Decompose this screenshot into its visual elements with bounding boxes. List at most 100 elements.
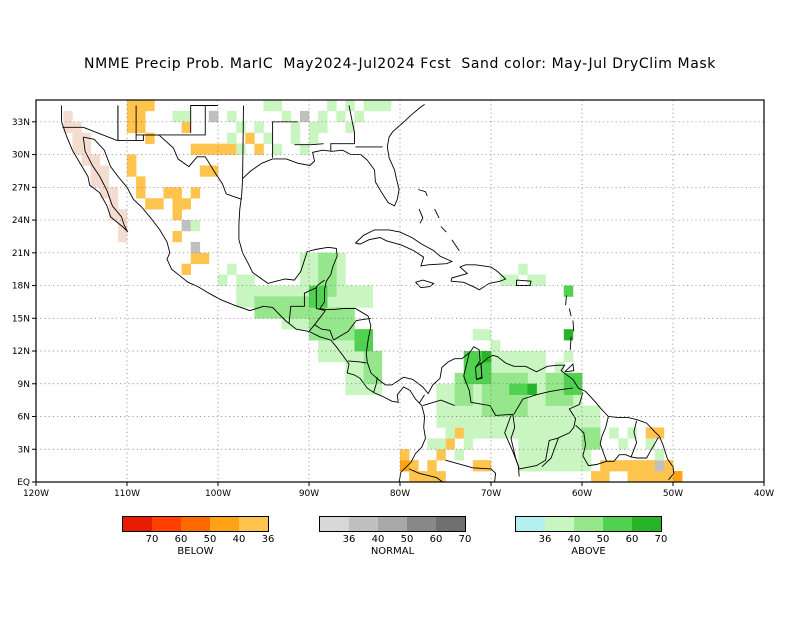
above-cell — [354, 329, 364, 341]
above-cell — [572, 427, 583, 439]
above-cell — [509, 383, 519, 395]
above-cell — [336, 110, 346, 123]
legend-above-ticks: 36 40 50 60 70 — [515, 532, 668, 546]
below-cell — [636, 471, 646, 482]
above-cell — [572, 405, 583, 417]
longitude-axis: 120W 110W 100W 90W 80W 70W 60W 50W 40W — [23, 482, 774, 499]
above-cell — [572, 372, 583, 385]
dry-mask-cell — [81, 143, 91, 155]
latitude-tick-label: 24N — [12, 216, 30, 226]
above-cell — [363, 361, 373, 374]
above-cell — [518, 351, 528, 363]
coastline-segment — [599, 416, 609, 462]
below-cell — [645, 460, 656, 472]
coastline-segment — [83, 136, 426, 482]
above-cell — [354, 340, 364, 352]
below-cell — [199, 252, 210, 265]
above-cell — [572, 416, 583, 428]
above-cell — [582, 405, 592, 417]
below-cell — [663, 460, 674, 472]
legend-normal-swatch — [349, 517, 378, 531]
below-cell — [145, 132, 155, 144]
above-cell — [236, 285, 246, 297]
coastline-segment — [422, 399, 455, 407]
longitude-tick-label: 110W — [114, 489, 140, 499]
below-cell — [127, 110, 137, 123]
above-cell — [472, 383, 483, 395]
above-cell — [245, 285, 255, 297]
legend-below-ticks: 70 60 50 40 36 — [122, 532, 275, 546]
above-cell — [190, 220, 201, 232]
below-cell — [245, 132, 255, 144]
coastline-segment — [418, 208, 424, 224]
above-cell — [227, 110, 237, 123]
latitude-tick-label: 6N — [18, 413, 30, 423]
above-cell — [563, 383, 574, 395]
above-cell — [481, 405, 492, 417]
above-cell — [582, 460, 592, 472]
below-cell — [199, 143, 210, 155]
above-cell — [463, 372, 474, 385]
coastline-segment — [348, 105, 355, 144]
coastline-segment — [272, 121, 299, 158]
above-cell — [363, 285, 373, 297]
above-cell — [445, 394, 455, 406]
coastline-segment — [440, 226, 447, 233]
above-cell — [336, 252, 346, 265]
above-cell — [318, 121, 328, 134]
above-cell — [245, 274, 255, 286]
above-cell — [181, 110, 191, 123]
above-cell — [563, 285, 574, 297]
above-cell — [572, 394, 583, 406]
legend-above-tick: 60 — [625, 534, 639, 545]
above-cell — [254, 307, 264, 319]
legend-normal-tick: 50 — [400, 534, 414, 545]
above-cell — [354, 383, 364, 395]
probability-cells — [63, 100, 683, 482]
above-cell — [563, 416, 574, 428]
normal-cell — [190, 241, 201, 254]
above-cell — [318, 263, 328, 275]
above-cell — [554, 438, 565, 450]
above-cell — [509, 394, 519, 406]
below-cell — [163, 187, 173, 199]
longitude-tick-label: 80W — [390, 489, 410, 499]
above-cell — [536, 372, 546, 385]
above-cell — [545, 372, 555, 385]
below-cell — [481, 460, 492, 472]
coastline-segment — [333, 317, 371, 341]
above-cell — [463, 416, 474, 428]
above-cell — [527, 449, 537, 461]
coastline-segment — [288, 286, 317, 324]
above-cell — [500, 394, 510, 406]
above-cell — [518, 383, 528, 395]
legend-above-tick: 40 — [567, 534, 581, 545]
above-cell — [363, 100, 373, 112]
above-cell — [345, 296, 355, 308]
above-cell — [336, 351, 346, 363]
coastline-segment — [238, 105, 675, 481]
below-cell — [127, 154, 137, 166]
legend-below-swatch — [239, 517, 268, 531]
above-cell — [527, 460, 537, 472]
above-cell — [354, 110, 364, 123]
legend-below-swatch — [181, 517, 210, 531]
above-cell — [536, 383, 546, 395]
coastline-segment — [564, 363, 575, 373]
above-cell — [572, 449, 583, 461]
legend-below: 70 60 50 40 36 BELOW — [122, 516, 275, 557]
above-cell — [563, 405, 574, 417]
below-cell — [427, 460, 437, 472]
above-cell — [454, 405, 464, 417]
coastline-segment — [513, 387, 573, 415]
coastline-segment — [451, 239, 460, 251]
above-cell — [327, 307, 337, 319]
coastline-segment — [242, 104, 425, 207]
above-cell — [536, 361, 546, 374]
legend-above-bar — [515, 516, 662, 532]
above-cell — [536, 416, 546, 428]
above-cell — [318, 296, 328, 308]
above-cell — [563, 438, 574, 450]
legend-below-tick: 40 — [232, 534, 246, 545]
above-cell — [236, 121, 246, 134]
